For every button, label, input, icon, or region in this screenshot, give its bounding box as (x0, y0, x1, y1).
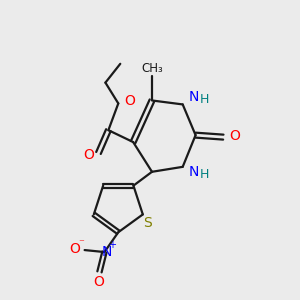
Text: +: + (108, 240, 116, 250)
Text: O: O (69, 242, 80, 256)
Text: H: H (200, 168, 209, 181)
Text: N: N (188, 165, 199, 179)
Text: H: H (200, 93, 209, 106)
Text: O: O (229, 129, 240, 143)
Text: N: N (188, 89, 199, 103)
Text: O: O (83, 148, 94, 162)
Text: O: O (124, 94, 135, 109)
Text: N: N (101, 245, 112, 259)
Text: S: S (143, 216, 152, 230)
Text: CH₃: CH₃ (141, 62, 163, 75)
Text: O: O (93, 275, 104, 289)
Text: ⁻: ⁻ (79, 238, 85, 248)
